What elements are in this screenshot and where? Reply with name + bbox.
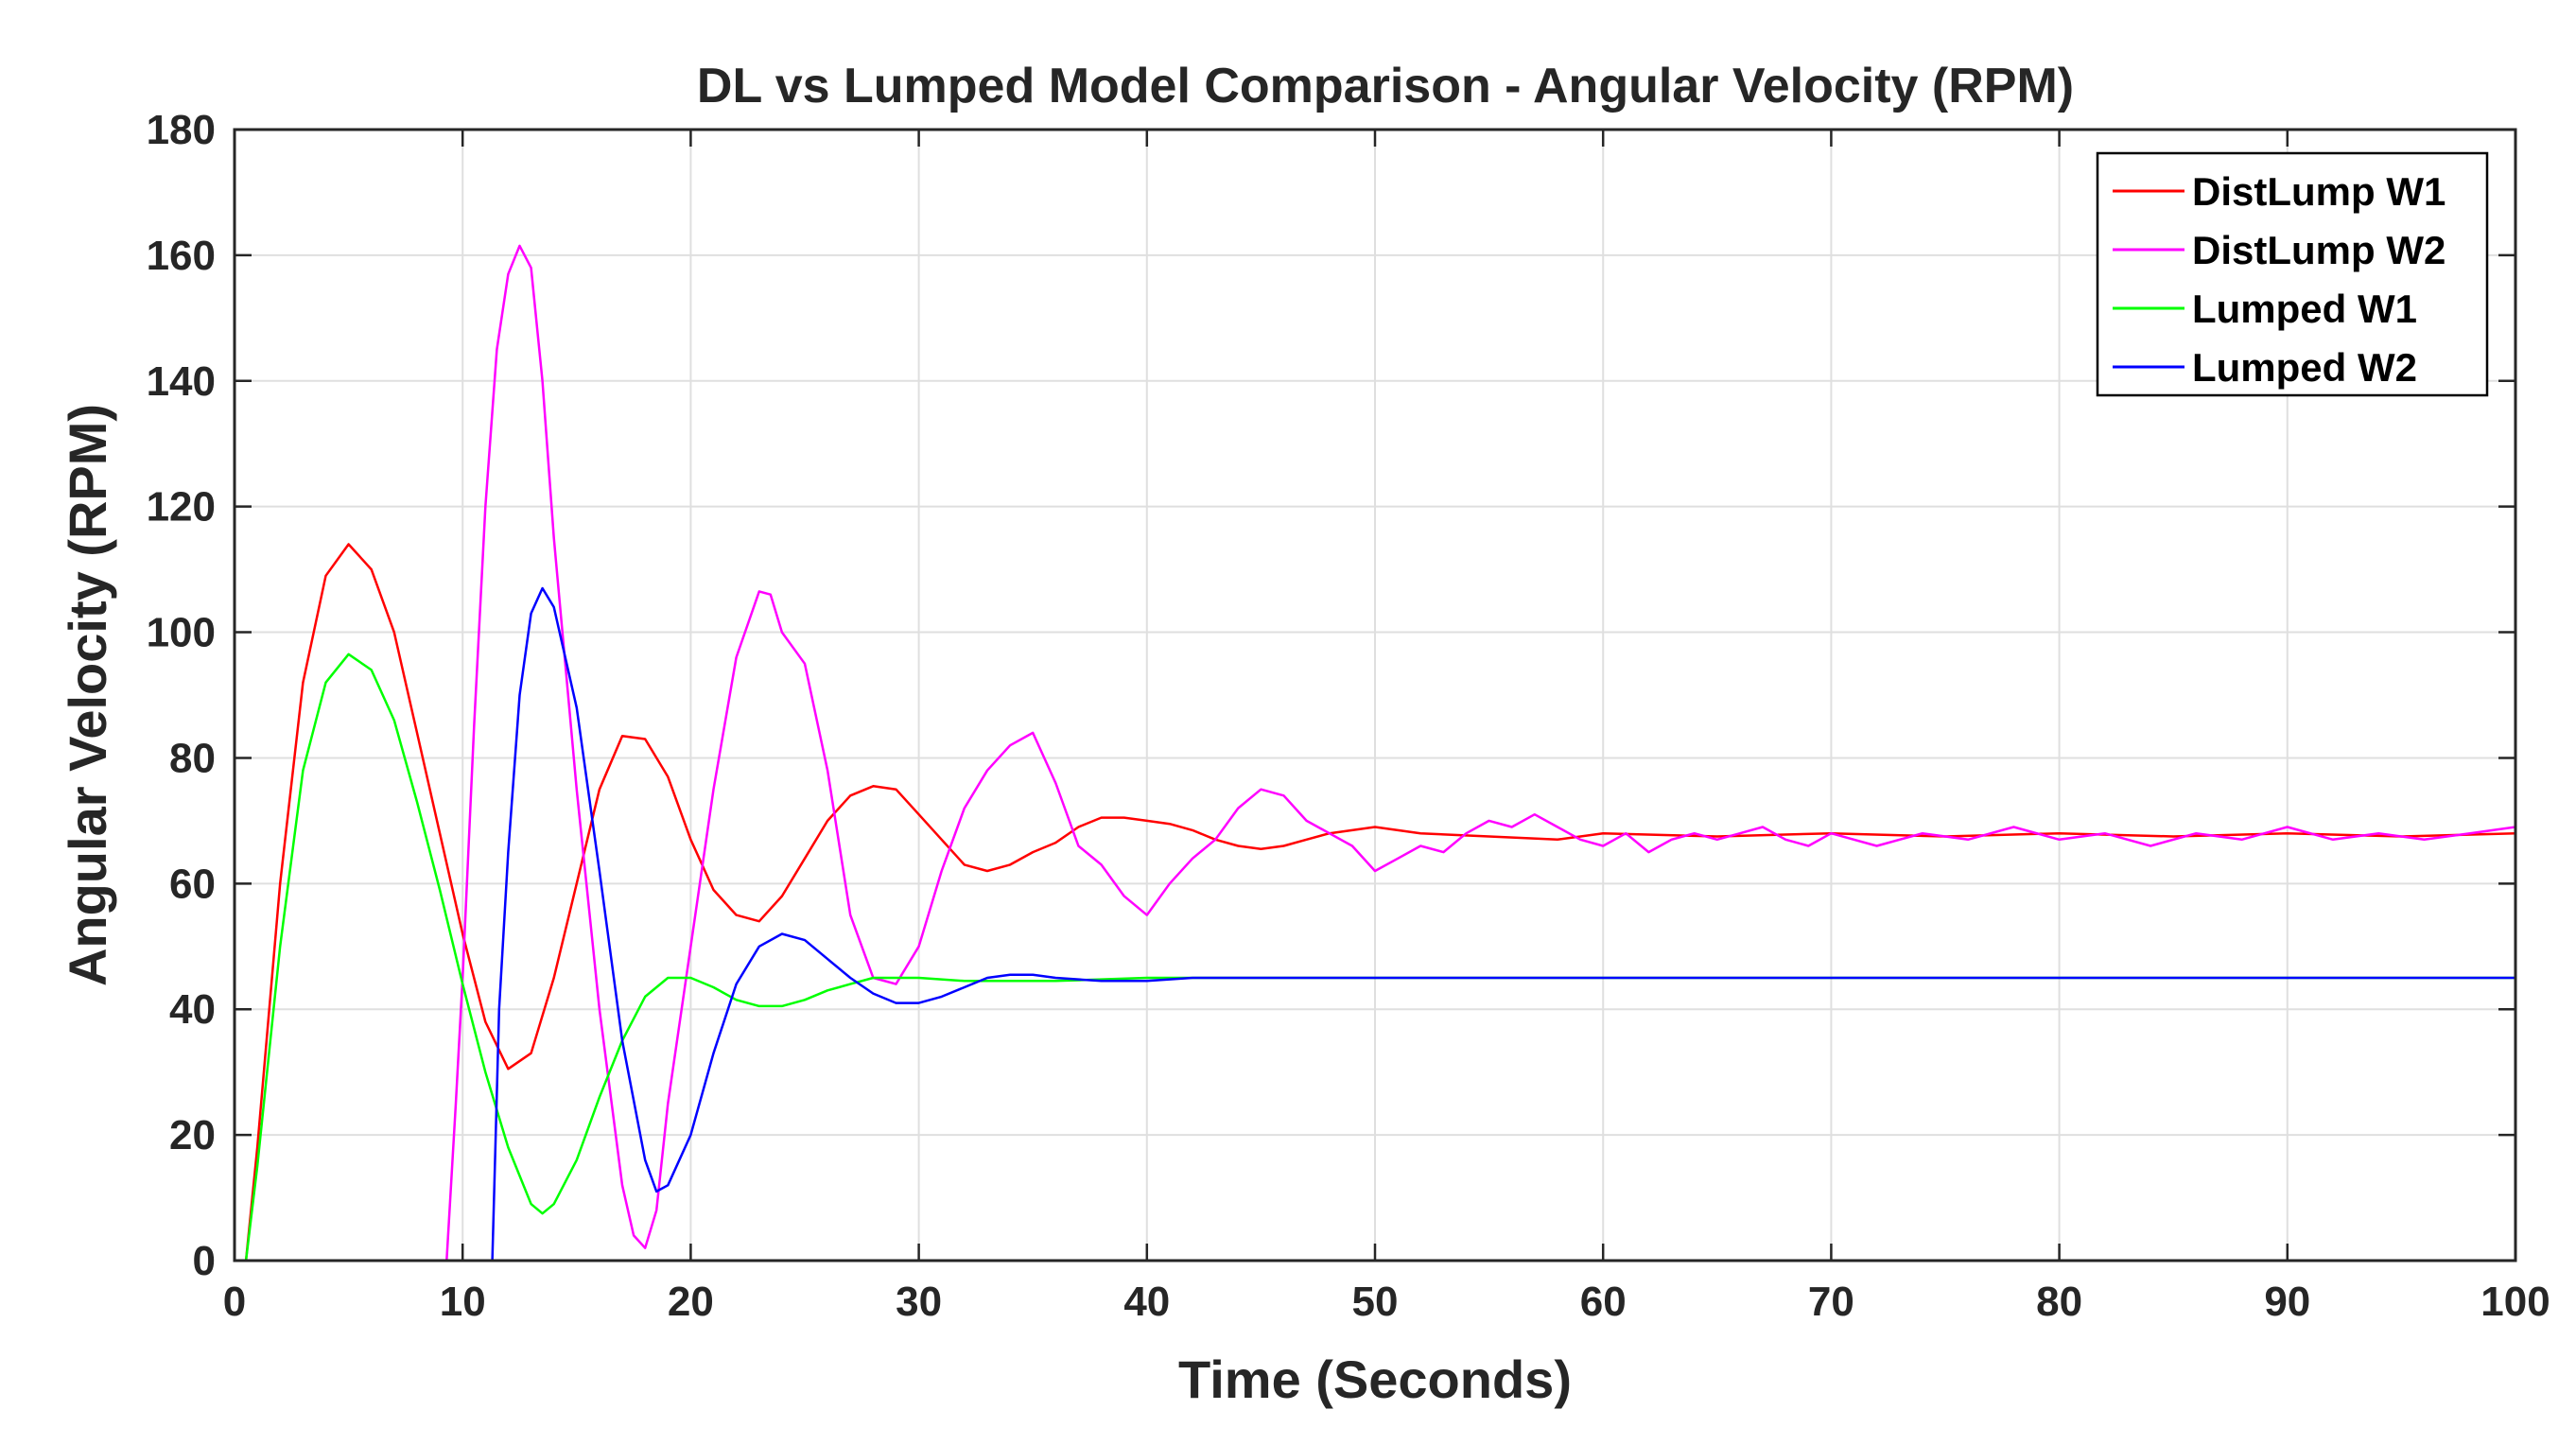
legend-label-lumped-w1: Lumped W1 [2192, 287, 2417, 331]
x-ticks: 0 10 20 30 40 50 60 70 80 90 100 [223, 130, 2550, 1325]
y-tick-label: 20 [169, 1112, 216, 1158]
y-tick-label: 180 [147, 107, 216, 153]
y-axis-label: Angular Velocity (RPM) [58, 404, 117, 986]
x-tick-label: 80 [2036, 1279, 2082, 1325]
x-tick-label: 40 [1123, 1279, 1170, 1325]
series-line-lumped-w1 [244, 653, 2517, 1262]
y-tick-label: 160 [147, 233, 216, 279]
x-tick-label: 50 [1352, 1279, 1399, 1325]
x-tick-label: 0 [223, 1279, 246, 1325]
x-tick-label: 10 [440, 1279, 486, 1325]
y-tick-label: 60 [169, 861, 216, 907]
legend: DistLump W1 DistLump W2 Lumped W1 Lumped W2 [2096, 151, 2489, 397]
y-tick-label: 100 [147, 610, 216, 656]
y-ticks: 0 20 40 60 80 100 120 140 160 180 [147, 107, 2515, 1284]
y-tick-label: 40 [169, 986, 216, 1033]
x-tick-label: 20 [668, 1279, 714, 1325]
chart-title: DL vs Lumped Model Comparison - Angular … [697, 59, 2074, 113]
x-tick-label: 90 [2264, 1279, 2310, 1325]
y-tick-label: 140 [147, 358, 216, 405]
series-lines [233, 244, 2517, 1262]
x-tick-label: 70 [1808, 1279, 1854, 1325]
x-tick-label: 60 [1580, 1279, 1627, 1325]
y-tick-label: 120 [147, 484, 216, 531]
x-tick-label: 100 [2480, 1279, 2550, 1325]
series-line-distlump-w2 [233, 244, 2517, 1262]
legend-box [2096, 151, 2489, 397]
x-tick-label: 30 [896, 1279, 942, 1325]
legend-label-lumped-w2: Lumped W2 [2192, 345, 2417, 390]
y-tick-label: 0 [193, 1238, 216, 1284]
x-axis-label: Time (Seconds) [1178, 1349, 1572, 1409]
series-line-distlump-w1 [244, 543, 2517, 1262]
series-line-lumped-w2 [233, 586, 2517, 1262]
legend-label-distlump-w2: DistLump W2 [2192, 228, 2445, 272]
legend-label-distlump-w1: DistLump W1 [2192, 169, 2445, 214]
y-tick-label: 80 [169, 735, 216, 781]
